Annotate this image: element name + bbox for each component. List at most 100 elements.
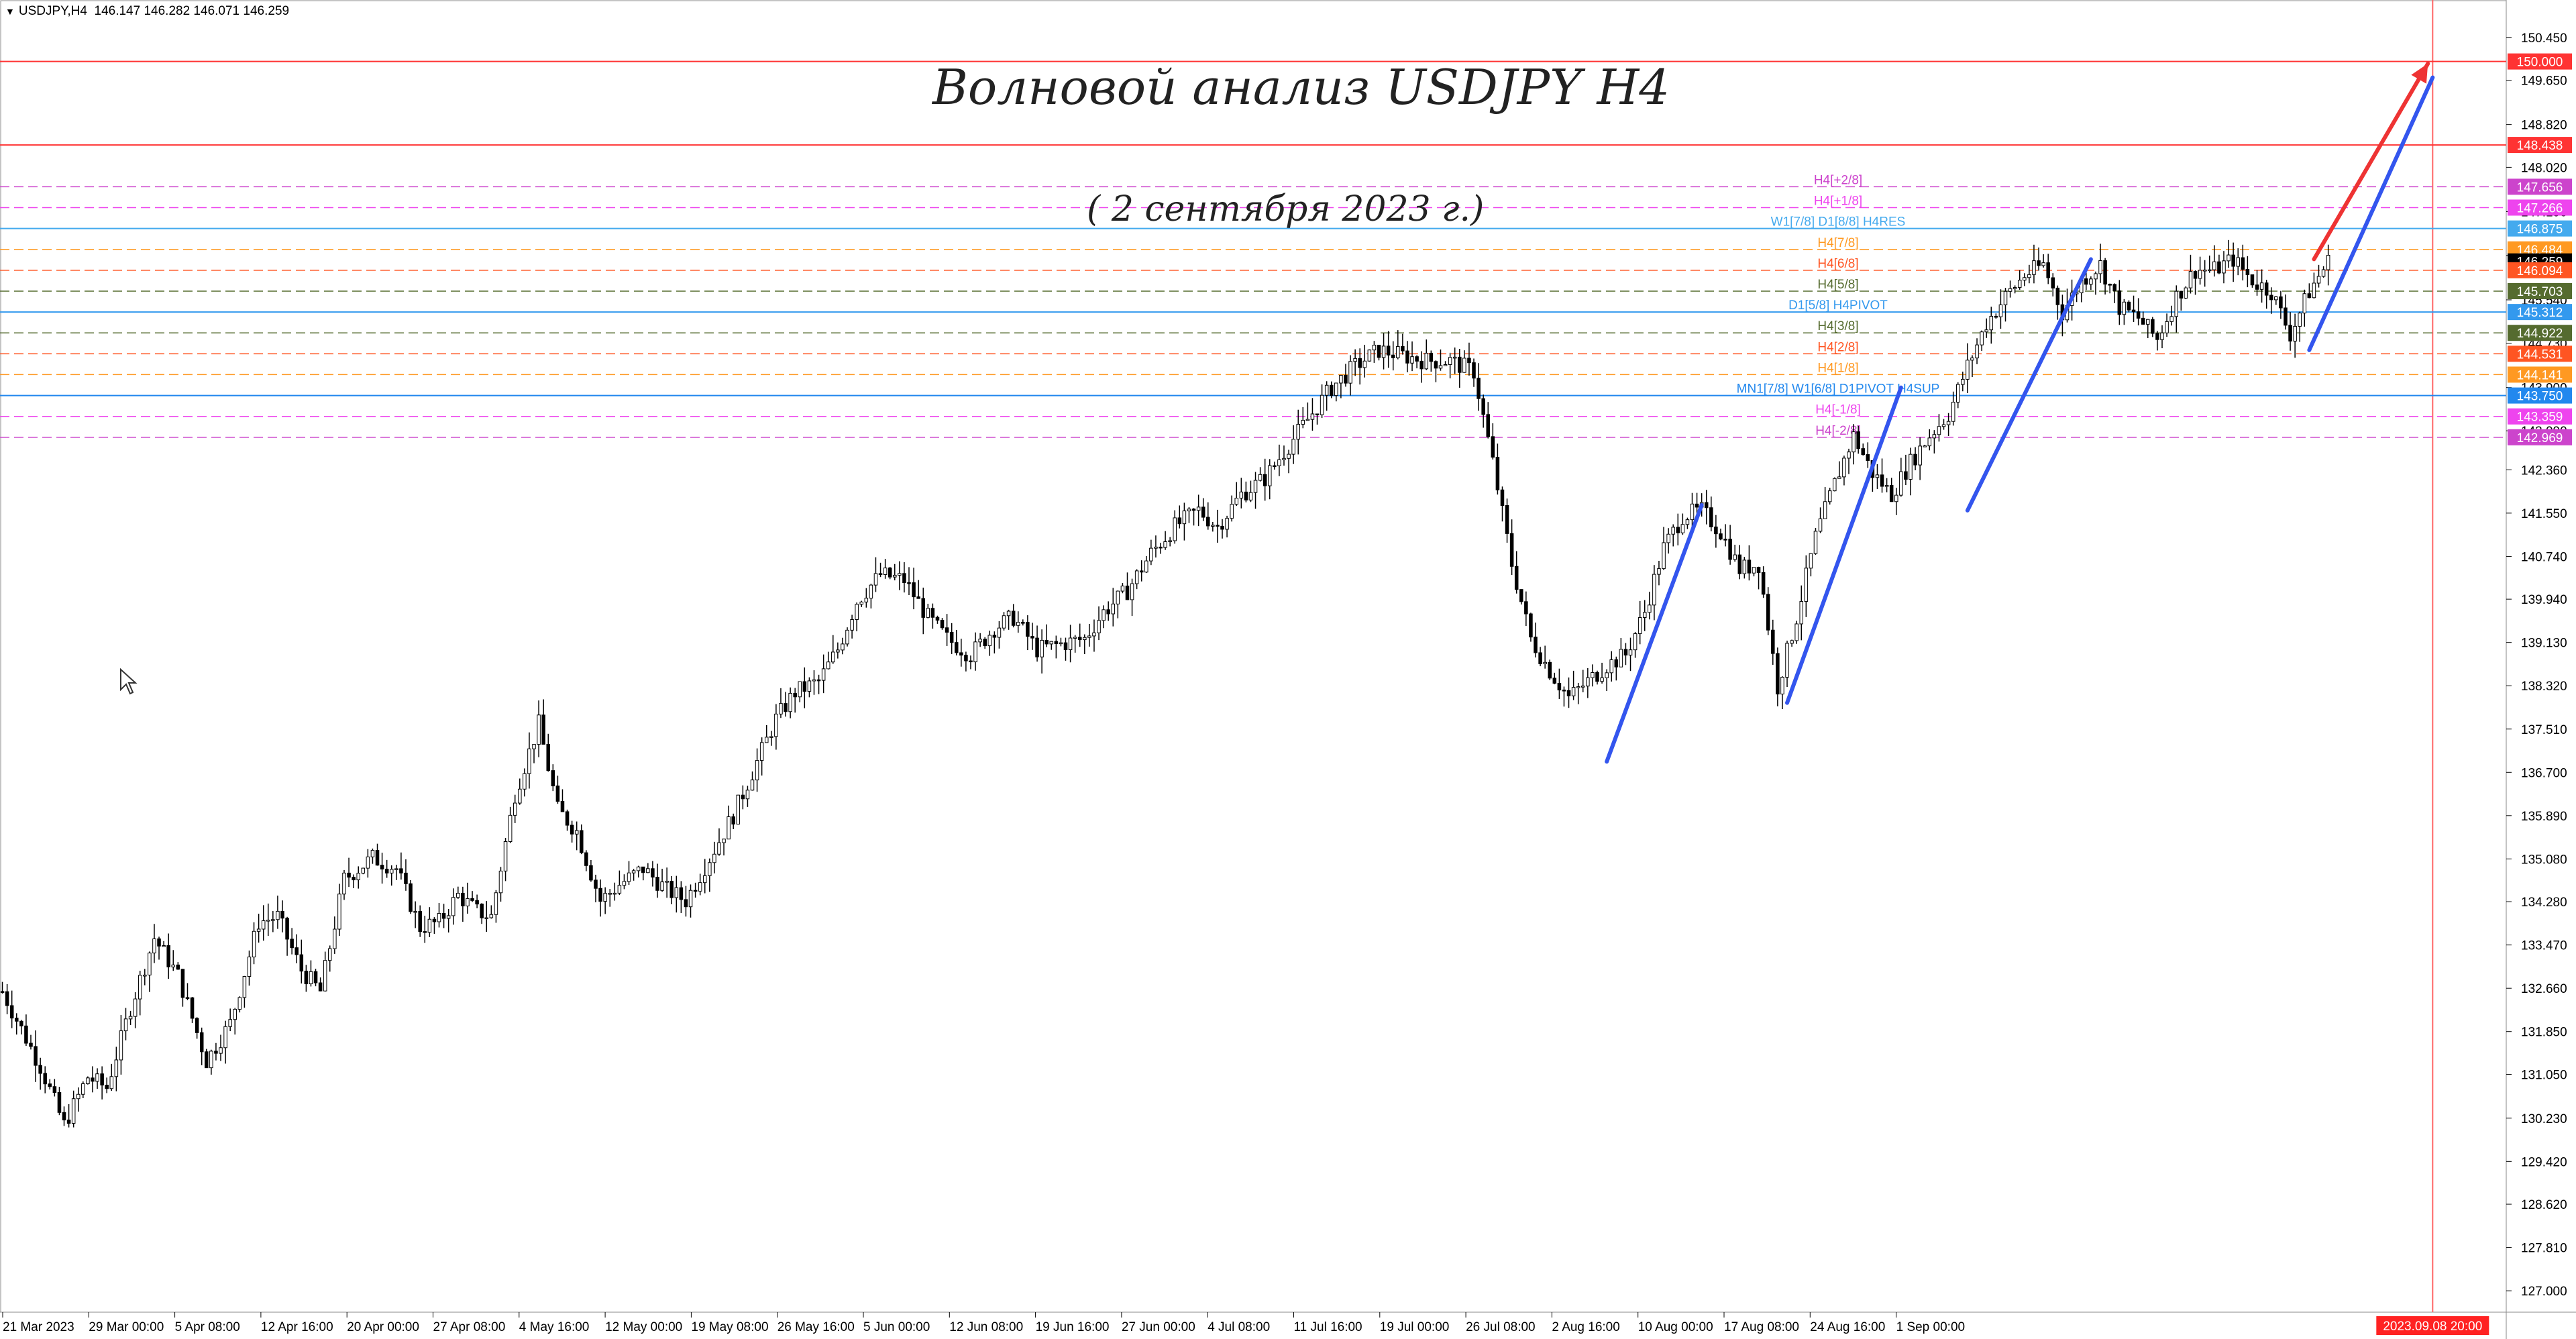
- candle-body: [2055, 287, 2060, 305]
- candle-body: [1785, 643, 1789, 678]
- candle-body: [969, 660, 973, 663]
- candle-body: [1077, 637, 1082, 641]
- level-tag: H4[6/8]: [1817, 257, 1858, 271]
- candle-body: [1149, 547, 1153, 561]
- candle-body: [1799, 601, 1804, 625]
- x-tick-label: 12 May 00:00: [605, 1320, 682, 1334]
- candle-body: [1477, 378, 1481, 399]
- candle-body: [76, 1093, 80, 1100]
- level-tag: W1[7/8] D1[8/8] H4RES: [1771, 215, 1906, 229]
- candle-body: [1894, 494, 1898, 502]
- candle-body: [157, 939, 161, 947]
- mouse-pointer-icon: [120, 668, 138, 695]
- candle-body: [366, 856, 370, 869]
- candle-body: [1344, 374, 1348, 384]
- candle-body: [1918, 445, 1922, 466]
- price-badge-label: 144.531: [2517, 347, 2563, 362]
- candle-body: [1329, 384, 1334, 396]
- level-tag: H4[+1/8]: [1814, 194, 1862, 208]
- x-tick-label: 4 May 16:00: [519, 1320, 590, 1334]
- candle-body: [565, 811, 570, 826]
- candle-body: [2298, 313, 2302, 327]
- candle-body: [2146, 319, 2150, 325]
- candle-body: [2307, 293, 2312, 299]
- price-badge: [2508, 325, 2572, 341]
- candle-body: [859, 601, 864, 605]
- candle-body: [1766, 594, 1770, 631]
- candle-body: [266, 920, 270, 922]
- candle-body: [2316, 276, 2321, 284]
- candle-body: [190, 997, 195, 1019]
- candle-body: [1998, 304, 2003, 317]
- candle-body: [15, 1018, 19, 1022]
- candle-body: [5, 991, 9, 1006]
- price-badge: [2508, 137, 2572, 154]
- candle-body: [180, 969, 185, 998]
- candle-body: [176, 964, 180, 970]
- candle-body: [1063, 642, 1068, 651]
- dropdown-triangle-icon[interactable]: ▼: [5, 6, 15, 17]
- candle-body: [166, 945, 170, 967]
- candle-body: [1282, 458, 1286, 460]
- candle-body: [2284, 307, 2288, 326]
- candle-body: [446, 915, 451, 919]
- candle-body: [2037, 260, 2041, 266]
- candle-body: [1234, 498, 1238, 505]
- candle-body: [2094, 273, 2098, 280]
- candle-body: [2312, 282, 2316, 299]
- x-highlight-badge: [2376, 1316, 2489, 1335]
- candle-body: [769, 736, 773, 738]
- candle-body: [375, 850, 380, 866]
- candle-body: [523, 773, 527, 790]
- candle-body: [1244, 491, 1248, 500]
- price-badge-label: 142.969: [2517, 431, 2563, 445]
- y-tick-label: 148.020: [2521, 161, 2567, 175]
- candle-body: [992, 635, 997, 638]
- candle-body: [807, 680, 812, 692]
- candle-body: [712, 853, 716, 863]
- candle-body: [1623, 649, 1628, 656]
- price-badge: [2508, 429, 2572, 445]
- candle-body: [1049, 641, 1054, 645]
- candle-body: [1134, 570, 1139, 584]
- candle-body: [1348, 361, 1352, 384]
- candle-body: [143, 974, 147, 977]
- y-tick-label: 134.280: [2521, 896, 2567, 910]
- candle-body: [1827, 490, 1832, 502]
- price-badge-label: 145.703: [2517, 285, 2563, 299]
- candle-body: [651, 868, 655, 878]
- candle-body: [2174, 290, 2178, 317]
- price-badge: [2508, 53, 2572, 70]
- candle-body: [1685, 519, 1690, 525]
- candle-body: [845, 629, 849, 645]
- candle-body: [1301, 419, 1305, 425]
- candle-body: [1291, 439, 1295, 455]
- candle-body: [1509, 533, 1514, 567]
- candle-body: [1557, 683, 1562, 691]
- candle-body: [916, 596, 920, 599]
- x-tick-label: 27 Jun 00:00: [1122, 1320, 1195, 1334]
- level-tag: MN1[7/8] W1[6/8] D1PIVOT H4SUP: [1737, 382, 1940, 396]
- candle-body: [1310, 413, 1315, 420]
- candle-body: [850, 619, 854, 631]
- candle-body: [1628, 649, 1633, 656]
- candle-body: [608, 893, 612, 895]
- candle-body: [983, 639, 987, 647]
- candle-body: [2103, 260, 2107, 285]
- price-badge-label: 143.750: [2517, 390, 2563, 404]
- candle-body: [2264, 282, 2269, 296]
- candle-body: [878, 573, 883, 575]
- candle-body: [2231, 254, 2235, 267]
- candle-body: [52, 1086, 57, 1093]
- candle-body: [2255, 284, 2259, 290]
- candle-body: [888, 568, 892, 578]
- candle-body: [646, 868, 650, 873]
- candle-body: [1429, 352, 1434, 362]
- candle-body: [1268, 465, 1272, 486]
- wave-trend-line: [1605, 502, 1704, 764]
- candle-body: [162, 945, 166, 947]
- candle-body: [1804, 568, 1809, 602]
- y-tick-label: 139.940: [2521, 593, 2567, 607]
